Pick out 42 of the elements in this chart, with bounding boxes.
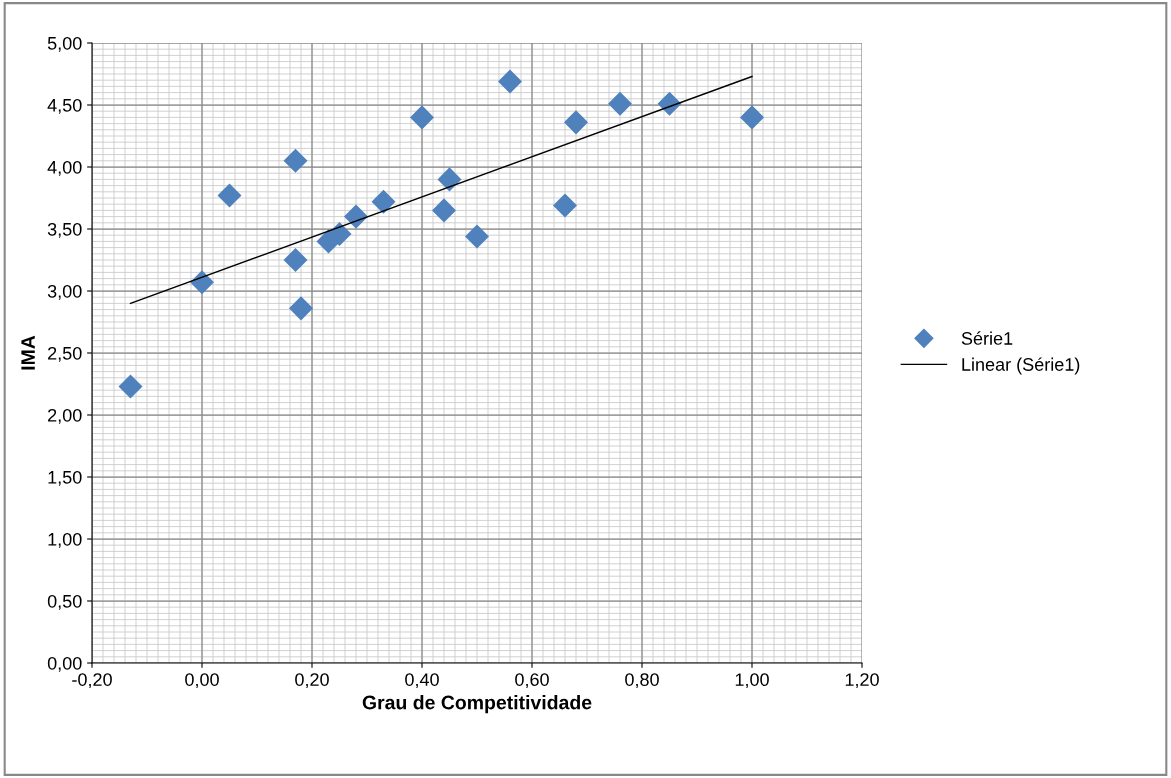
point	[217, 183, 242, 208]
y-axis-title: IMA	[21, 335, 35, 370]
x-tick-label: 0,40	[405, 673, 439, 689]
x-tick-label: -0,20	[72, 673, 112, 689]
y-tick-label: 2,00	[48, 408, 82, 424]
point	[288, 296, 314, 321]
y-tick-label: 3,00	[47, 284, 82, 300]
point	[327, 221, 352, 246]
legend-label: Linear (Série1)	[962, 357, 1080, 375]
point	[739, 105, 765, 130]
y-tick-label: 4,00	[47, 160, 82, 176]
point	[607, 91, 633, 116]
point	[464, 224, 490, 249]
point	[563, 110, 589, 135]
x-tick-label: 1,20	[845, 673, 879, 689]
point	[552, 193, 578, 218]
point	[431, 198, 457, 223]
y-tick-label: 3,50	[47, 222, 82, 238]
x-tick-label: 0,20	[295, 673, 329, 689]
y-tick-label: 1,00	[48, 532, 82, 548]
x-tick-label: 0,00	[185, 673, 219, 689]
y-tick-label: 5,00	[47, 36, 82, 52]
y-tick-label: 2,50	[48, 346, 82, 362]
point	[189, 270, 215, 295]
point	[657, 91, 682, 116]
y-tick-label: 1,50	[48, 470, 82, 486]
point	[118, 374, 143, 399]
y-tick-label: 4,50	[47, 98, 82, 114]
point	[283, 148, 308, 173]
x-axis-title: Grau de Competitividade	[362, 695, 592, 714]
point	[343, 204, 369, 229]
legend-label: Série1	[961, 331, 1013, 345]
point	[371, 189, 396, 214]
point	[283, 247, 308, 273]
point	[409, 105, 435, 130]
y-tick-label: 0,50	[47, 594, 82, 610]
x-tick-label: 0,80	[625, 673, 659, 689]
x-tick-label: 1,00	[735, 673, 769, 689]
point	[497, 69, 523, 94]
y-tick-label: 0,00	[47, 656, 82, 672]
x-tick-label: 0,60	[515, 673, 549, 689]
point	[437, 167, 462, 192]
